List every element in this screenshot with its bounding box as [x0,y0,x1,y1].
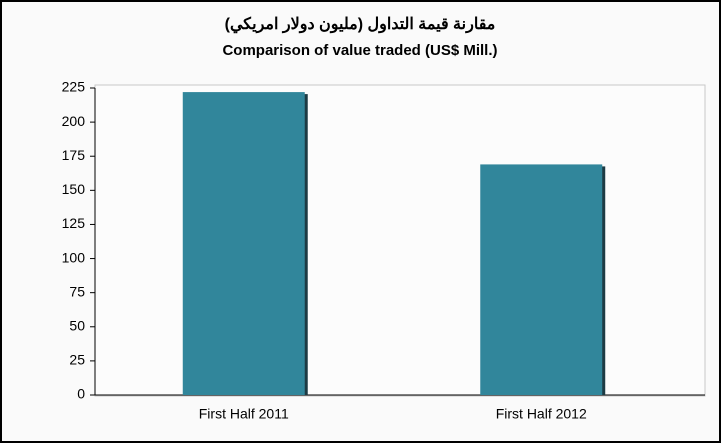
y-tick-label: 25 [69,352,85,368]
y-tick-label: 200 [62,113,86,129]
bar [480,164,603,395]
y-tick-label: 225 [62,79,86,95]
x-tick-label: First Half 2011 [199,406,289,422]
y-tick-label: 0 [77,386,85,402]
bar [182,92,305,396]
y-tick-label: 100 [62,249,86,265]
x-tick-label: First Half 2012 [496,406,587,422]
y-tick-label: 175 [62,147,86,163]
chart-subtitle: Comparison of value traded (US$ Mill.) [222,42,497,59]
y-tick-label: 150 [62,181,86,197]
chart-title: مقارنة قيمة التداول (مليون دولار امريكي) [225,16,496,34]
y-tick-label: 50 [69,317,85,333]
y-tick-label: 125 [62,215,86,231]
y-tick-label: 75 [69,283,85,299]
